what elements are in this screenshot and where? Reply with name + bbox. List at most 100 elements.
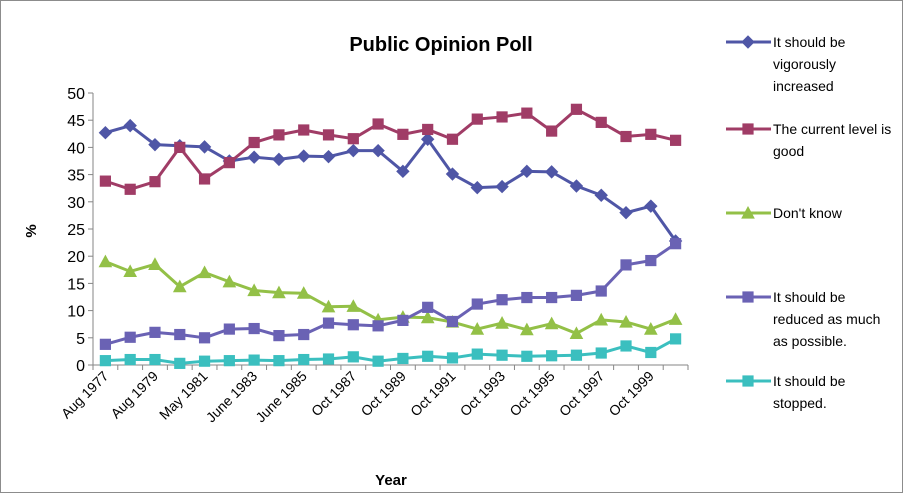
y-tick-label: 5 <box>76 331 85 348</box>
data-point <box>645 128 657 140</box>
legend-item: It should be reduced as much as possible. <box>726 289 880 349</box>
data-point <box>198 355 211 367</box>
legend-label: reduced as much <box>773 311 880 327</box>
data-point <box>347 133 359 145</box>
data-point <box>420 132 435 146</box>
x-tick-label: Oct 1995 <box>506 368 558 420</box>
y-tick-label: 40 <box>67 140 85 157</box>
data-point <box>521 107 533 119</box>
data-point <box>594 312 609 326</box>
data-point <box>570 103 583 115</box>
data-point <box>124 183 136 195</box>
data-point <box>594 188 608 202</box>
data-point <box>645 346 657 359</box>
legend-marker <box>742 375 754 387</box>
data-point <box>99 338 111 350</box>
data-point <box>546 125 558 137</box>
data-point <box>570 349 583 361</box>
series-line <box>104 107 676 191</box>
data-point <box>670 238 682 250</box>
legend-item: It should be vigorously increased <box>726 34 846 94</box>
data-point <box>544 165 559 179</box>
data-point <box>422 350 434 362</box>
data-point <box>347 351 359 363</box>
x-tick-label: Oct 1991 <box>407 368 459 420</box>
data-point <box>322 353 335 365</box>
data-point <box>346 299 361 312</box>
data-point <box>397 352 409 365</box>
data-point <box>446 315 459 328</box>
data-point <box>197 265 212 279</box>
data-point <box>620 259 632 271</box>
data-point <box>321 299 336 313</box>
data-point <box>273 355 285 367</box>
data-point <box>322 317 335 329</box>
data-point <box>272 152 286 167</box>
data-point <box>546 291 558 304</box>
data-point <box>123 118 137 133</box>
data-point <box>149 326 161 338</box>
legend-label: vigorously <box>773 56 836 72</box>
data-point <box>198 332 211 344</box>
data-point <box>471 298 483 310</box>
data-point <box>198 173 211 185</box>
data-point <box>223 355 235 367</box>
legend-item: The current level is good <box>726 121 891 159</box>
y-tick-label: 0 <box>76 358 85 375</box>
data-point <box>223 323 235 335</box>
series-line <box>105 337 677 365</box>
series-line <box>104 242 677 346</box>
data-point <box>273 129 285 141</box>
data-point <box>595 285 607 297</box>
data-point <box>546 350 558 362</box>
data-point <box>347 319 359 331</box>
data-point <box>544 316 559 330</box>
y-axis-title: % <box>23 224 40 237</box>
x-tick-label: Oct 1989 <box>358 368 410 420</box>
series-3 <box>98 254 683 340</box>
legend-marker <box>741 205 755 219</box>
legend-label: increased <box>773 78 834 94</box>
data-point <box>521 350 533 362</box>
data-point <box>496 111 508 123</box>
y-tick-label: 15 <box>67 276 85 293</box>
data-point <box>372 320 384 332</box>
x-tick-label: Oct 1999 <box>605 368 657 420</box>
chart-title: Public Opinion Poll <box>349 34 532 56</box>
data-point <box>619 314 633 328</box>
data-point <box>174 141 186 154</box>
data-point <box>397 314 409 326</box>
y-tick-label: 20 <box>67 249 85 266</box>
data-point <box>396 164 410 179</box>
data-point <box>273 330 285 342</box>
data-point <box>248 354 260 366</box>
legend-marker <box>741 35 755 49</box>
data-point <box>298 328 310 341</box>
data-point <box>446 352 459 364</box>
legend-label: stopped. <box>773 395 827 411</box>
legend-item: It should be stopped. <box>726 373 846 411</box>
data-point <box>99 355 111 367</box>
y-tick-label: 10 <box>67 304 85 321</box>
data-point <box>321 149 336 164</box>
data-point <box>346 143 361 158</box>
x-tick-label: Oct 1993 <box>457 368 509 420</box>
series-2 <box>99 103 682 195</box>
data-point <box>495 179 509 194</box>
data-point <box>496 349 508 361</box>
legend: It should be vigorously increased The curre… <box>726 34 891 411</box>
data-point <box>422 301 434 313</box>
data-point <box>296 286 311 299</box>
data-point <box>124 331 136 343</box>
legend-label: It should be <box>773 34 846 50</box>
y-axis: 0 5 10 15 20 25 30 35 40 45 50 <box>67 86 94 375</box>
data-point <box>149 176 161 188</box>
data-point <box>149 353 161 366</box>
data-point <box>247 150 261 164</box>
data-point <box>570 289 583 301</box>
data-point <box>222 274 237 288</box>
x-tick-label: Aug 1979 <box>107 368 161 422</box>
x-tick-label: June 1983 <box>203 368 261 426</box>
